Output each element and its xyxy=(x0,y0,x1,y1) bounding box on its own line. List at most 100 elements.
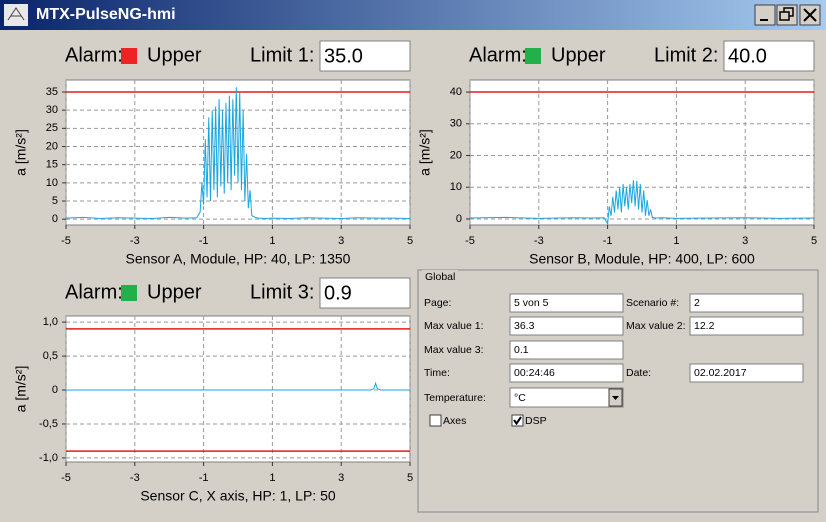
alarm-text: Upper xyxy=(147,44,202,66)
x-tick-label: -5 xyxy=(61,472,71,484)
temperature-label: Temperature: xyxy=(424,392,486,404)
field-input[interactable] xyxy=(509,363,624,383)
y-tick-label: 0 xyxy=(52,213,58,225)
field-value: 5 von 5 xyxy=(514,297,549,309)
x-tick-label: -5 xyxy=(465,235,475,247)
limit-input[interactable] xyxy=(723,40,815,72)
field-label: Scenario #: xyxy=(626,297,679,309)
x-axis-label: Sensor A, Module, HP: 40, LP: 1350 xyxy=(126,251,351,267)
x-tick-label: -1 xyxy=(603,235,613,247)
y-tick-label: 20 xyxy=(450,149,462,161)
group-title: Global xyxy=(425,271,455,283)
field-value: 12.2 xyxy=(694,320,715,332)
field-label: Max value 2: xyxy=(626,320,686,332)
checkbox[interactable] xyxy=(429,414,442,427)
x-axis-label: Sensor B, Module, HP: 400, LP: 600 xyxy=(529,251,755,267)
field-input[interactable] xyxy=(509,293,624,313)
limit-value: 40.0 xyxy=(728,45,767,67)
signal-line xyxy=(66,381,410,391)
y-tick-label: 10 xyxy=(46,177,58,189)
temperature-combo[interactable] xyxy=(509,387,624,408)
maximize-button[interactable] xyxy=(776,4,798,26)
app-icon xyxy=(4,4,28,26)
close-button[interactable] xyxy=(799,4,821,26)
alarm-text: Upper xyxy=(147,281,202,303)
checkbox-label: Axes xyxy=(443,415,466,427)
y-tick-label: 35 xyxy=(46,86,58,98)
x-tick-label: 3 xyxy=(338,235,344,247)
x-tick-label: 5 xyxy=(407,235,413,247)
x-tick-label: -1 xyxy=(199,472,209,484)
limit-value: 35.0 xyxy=(324,45,363,67)
y-tick-label: 30 xyxy=(450,118,462,130)
group-box xyxy=(417,269,819,513)
y-tick-label: 40 xyxy=(450,86,462,98)
alarm-label: Alarm: xyxy=(65,44,123,66)
field-input[interactable] xyxy=(509,340,624,360)
checkbox-check xyxy=(513,416,522,426)
signal-line xyxy=(65,87,411,219)
y-axis-label: a [m/s²] xyxy=(13,366,29,413)
field-value: 0.1 xyxy=(514,344,529,356)
y-tick-label: 1,0 xyxy=(43,316,58,328)
temperature-value: °C xyxy=(514,392,526,404)
limit-label: Limit 2: xyxy=(654,44,718,66)
y-tick-label: 20 xyxy=(46,140,58,152)
field-input[interactable] xyxy=(509,316,624,336)
y-tick-label: 30 xyxy=(46,104,58,116)
y-tick-label: 0 xyxy=(52,384,58,396)
limit-input[interactable] xyxy=(319,277,411,309)
title-bar xyxy=(0,0,826,30)
x-tick-label: 3 xyxy=(742,235,748,247)
alarm-indicator xyxy=(121,285,137,301)
y-tick-label: -0,5 xyxy=(39,418,58,430)
x-tick-label: -3 xyxy=(130,472,140,484)
y-axis-label: a [m/s²] xyxy=(417,129,433,176)
x-tick-label: 5 xyxy=(407,472,413,484)
y-tick-label: 0,5 xyxy=(43,350,58,362)
field-label: Time: xyxy=(424,367,450,379)
limit-value: 0.9 xyxy=(324,282,352,304)
x-tick-label: 3 xyxy=(338,472,344,484)
y-tick-label: -1,0 xyxy=(39,452,58,464)
limit-label: Limit 3: xyxy=(250,281,314,303)
combo-arrow xyxy=(612,396,619,400)
x-tick-label: 1 xyxy=(269,472,275,484)
x-axis-label: Sensor C, X axis, HP: 1, LP: 50 xyxy=(140,488,336,504)
field-input[interactable] xyxy=(689,293,804,313)
field-label: Max value 3: xyxy=(424,344,484,356)
app-icon-glyph xyxy=(7,7,25,21)
field-label: Date: xyxy=(626,367,651,379)
y-axis-label: a [m/s²] xyxy=(13,129,29,176)
group-box-gap xyxy=(422,270,458,272)
x-tick-label: 1 xyxy=(673,235,679,247)
x-tick-label: -5 xyxy=(61,235,71,247)
field-label: Page: xyxy=(424,297,451,309)
x-tick-label: -3 xyxy=(130,235,140,247)
alarm-indicator xyxy=(525,48,541,64)
x-tick-label: -1 xyxy=(199,235,209,247)
alarm-label: Alarm: xyxy=(65,281,123,303)
minimize-button[interactable] xyxy=(754,4,776,26)
y-tick-label: 10 xyxy=(450,181,462,193)
y-tick-label: 25 xyxy=(46,122,58,134)
x-tick-label: 5 xyxy=(811,235,817,247)
x-tick-label: -3 xyxy=(534,235,544,247)
field-value: 36.3 xyxy=(514,320,535,332)
field-value: 00:24:46 xyxy=(514,367,555,379)
limit-input[interactable] xyxy=(319,40,411,72)
signal-line xyxy=(469,180,815,226)
limit-label: Limit 1: xyxy=(250,44,314,66)
plot-area xyxy=(65,315,411,463)
alarm-indicator xyxy=(121,48,137,64)
checkbox-label: DSP xyxy=(525,415,547,427)
plot-area xyxy=(469,79,815,226)
field-label: Max value 1: xyxy=(424,320,484,332)
field-input[interactable] xyxy=(689,363,804,383)
y-tick-label: 0 xyxy=(456,213,462,225)
field-input[interactable] xyxy=(689,316,804,336)
plot-area xyxy=(65,79,411,226)
y-tick-label: 5 xyxy=(52,195,58,207)
alarm-text: Upper xyxy=(551,44,606,66)
